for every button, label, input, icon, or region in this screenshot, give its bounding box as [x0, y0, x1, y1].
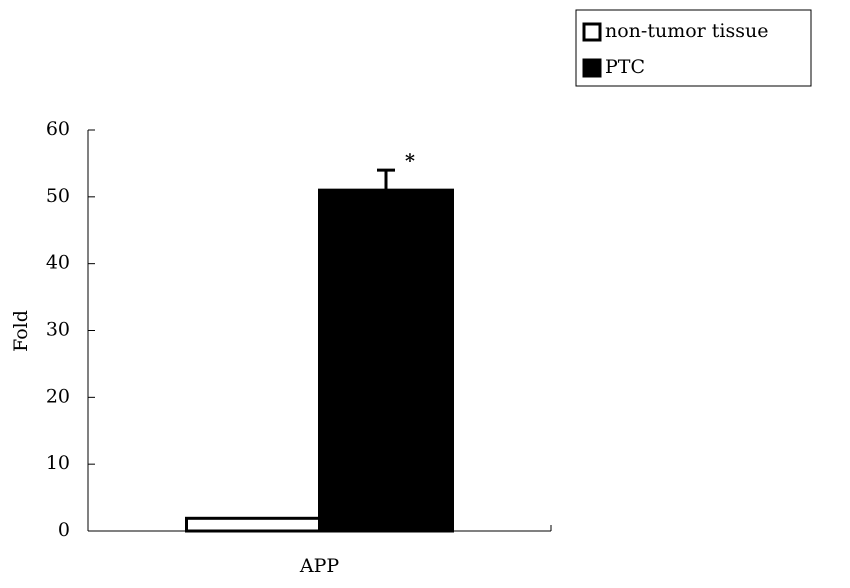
y-tick-label: 0 — [58, 519, 70, 541]
y-tick-label: 50 — [46, 185, 70, 207]
x-tick-label: APP — [299, 555, 340, 577]
legend-marker — [582, 58, 602, 78]
bar — [318, 188, 454, 533]
error-bar — [377, 168, 395, 191]
annotation: * — [405, 150, 415, 172]
y-tick-label: 20 — [46, 385, 70, 407]
legend-label: non-tumor tissue — [605, 20, 768, 42]
legend-marker — [582, 22, 602, 42]
y-tick-label: 60 — [46, 118, 70, 140]
legend-label: PTC — [605, 56, 645, 78]
y-axis-label: Fold — [10, 310, 32, 352]
y-tick-label: 10 — [46, 452, 70, 474]
y-tick-label: 30 — [46, 319, 70, 341]
legend — [575, 9, 812, 87]
bar — [185, 516, 321, 533]
y-tick-label: 40 — [46, 252, 70, 274]
